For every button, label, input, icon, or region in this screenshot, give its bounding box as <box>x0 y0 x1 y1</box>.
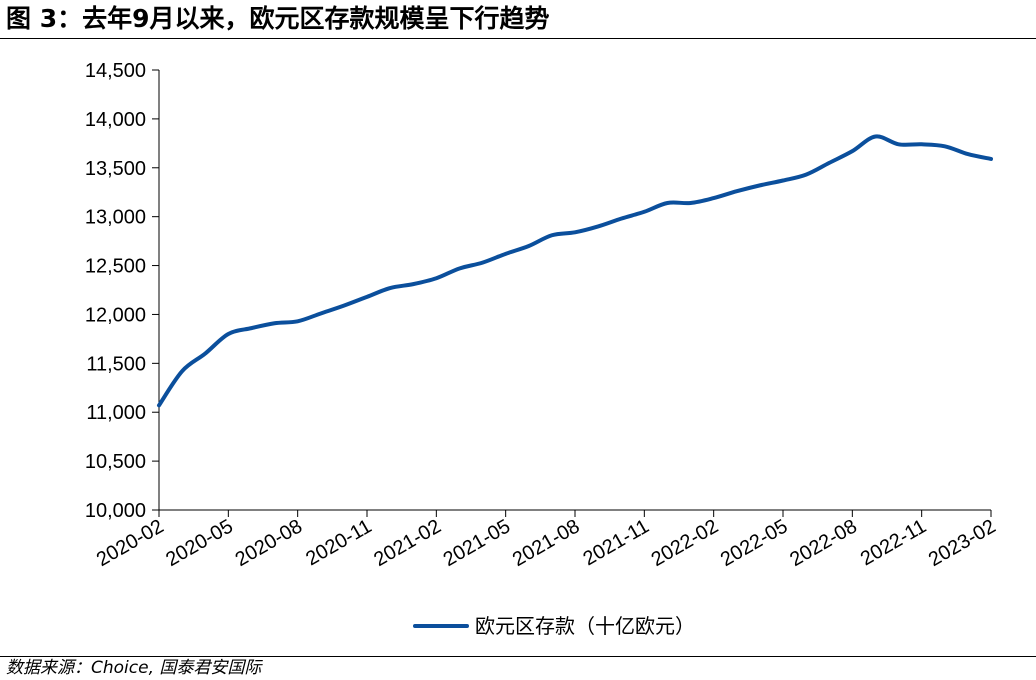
data-point <box>758 183 762 187</box>
data-point <box>873 134 877 138</box>
data-point <box>989 157 993 161</box>
y-tick-label: 13,500 <box>85 158 146 180</box>
data-point <box>226 332 230 336</box>
x-tick-label: 2022-05 <box>717 515 792 571</box>
data-point <box>619 217 623 221</box>
data-point <box>203 352 207 356</box>
data-point <box>249 326 253 330</box>
data-point <box>689 201 693 205</box>
y-tick-label: 14,000 <box>85 109 146 131</box>
y-tick-label: 10,000 <box>85 500 146 522</box>
data-point <box>781 178 785 182</box>
x-tick-label: 2020-11 <box>302 515 375 570</box>
data-point <box>527 244 531 248</box>
x-tick-label: 2021-02 <box>370 515 445 571</box>
data-point <box>457 266 461 270</box>
data-point <box>735 189 739 193</box>
x-tick-label: 2022-11 <box>857 515 930 570</box>
y-tick-label: 11,000 <box>86 402 146 424</box>
data-point <box>157 403 161 407</box>
data-point <box>296 319 300 323</box>
data-point <box>920 142 924 146</box>
x-tick-label: 2020-02 <box>93 515 168 571</box>
data-point <box>342 304 346 308</box>
legend-label: 欧元区存款（十亿欧元） <box>475 614 695 638</box>
series-group <box>157 134 993 408</box>
data-point <box>712 196 716 200</box>
x-tick-label: 2023-02 <box>925 515 1000 571</box>
x-tick-label: 2021-08 <box>509 515 584 571</box>
source-divider <box>0 656 1036 657</box>
data-point <box>897 142 901 146</box>
data-point <box>504 252 508 256</box>
y-tick-label: 12,500 <box>85 256 146 278</box>
x-tick-label: 2022-02 <box>648 515 723 571</box>
y-tick-label: 11,500 <box>86 353 146 375</box>
data-point <box>365 295 369 299</box>
x-tick-label: 2021-11 <box>580 515 653 570</box>
data-point <box>319 311 323 315</box>
x-tick-label: 2020-08 <box>232 515 307 571</box>
data-point <box>550 233 554 237</box>
x-tick-label: 2020-05 <box>162 515 237 571</box>
data-point <box>850 149 854 153</box>
y-tick-label: 13,000 <box>85 207 146 229</box>
data-point <box>596 224 600 228</box>
legend: 欧元区存款（十亿欧元） <box>413 612 695 640</box>
x-tick-label: 2022-08 <box>786 515 861 571</box>
data-point <box>573 230 577 234</box>
x-tick-label: 2021-05 <box>440 515 515 571</box>
data-point <box>966 152 970 156</box>
figure-title: 图 3：去年9月以来，欧元区存款规模呈下行趋势 <box>6 4 550 33</box>
source-note: 数据来源：Choice, 国泰君安国际 <box>6 658 262 678</box>
data-point <box>665 201 669 205</box>
data-point <box>804 173 808 177</box>
data-point <box>827 161 831 165</box>
y-axis: 10,000 10,500 11,000 11,500 12,000 12,500 13,0… <box>85 60 160 522</box>
data-point <box>273 321 277 325</box>
title-divider <box>0 38 1036 39</box>
y-tick-label: 12,000 <box>85 304 146 326</box>
x-axis: 2020-022020-052020-082020-112021-022021-… <box>93 509 1000 571</box>
y-tick-label: 10,500 <box>85 451 146 473</box>
y-tick-label: 14,500 <box>85 60 146 82</box>
data-point <box>411 282 415 286</box>
series-line <box>157 134 993 408</box>
data-point <box>642 210 646 214</box>
data-point <box>388 286 392 290</box>
data-point <box>434 276 438 280</box>
legend-line-swatch <box>413 624 469 628</box>
line-chart: 10,000 10,500 11,000 11,500 12,000 12,500 13,0… <box>85 60 1000 571</box>
data-point <box>481 261 485 265</box>
data-point <box>943 144 947 148</box>
data-point <box>180 369 184 373</box>
